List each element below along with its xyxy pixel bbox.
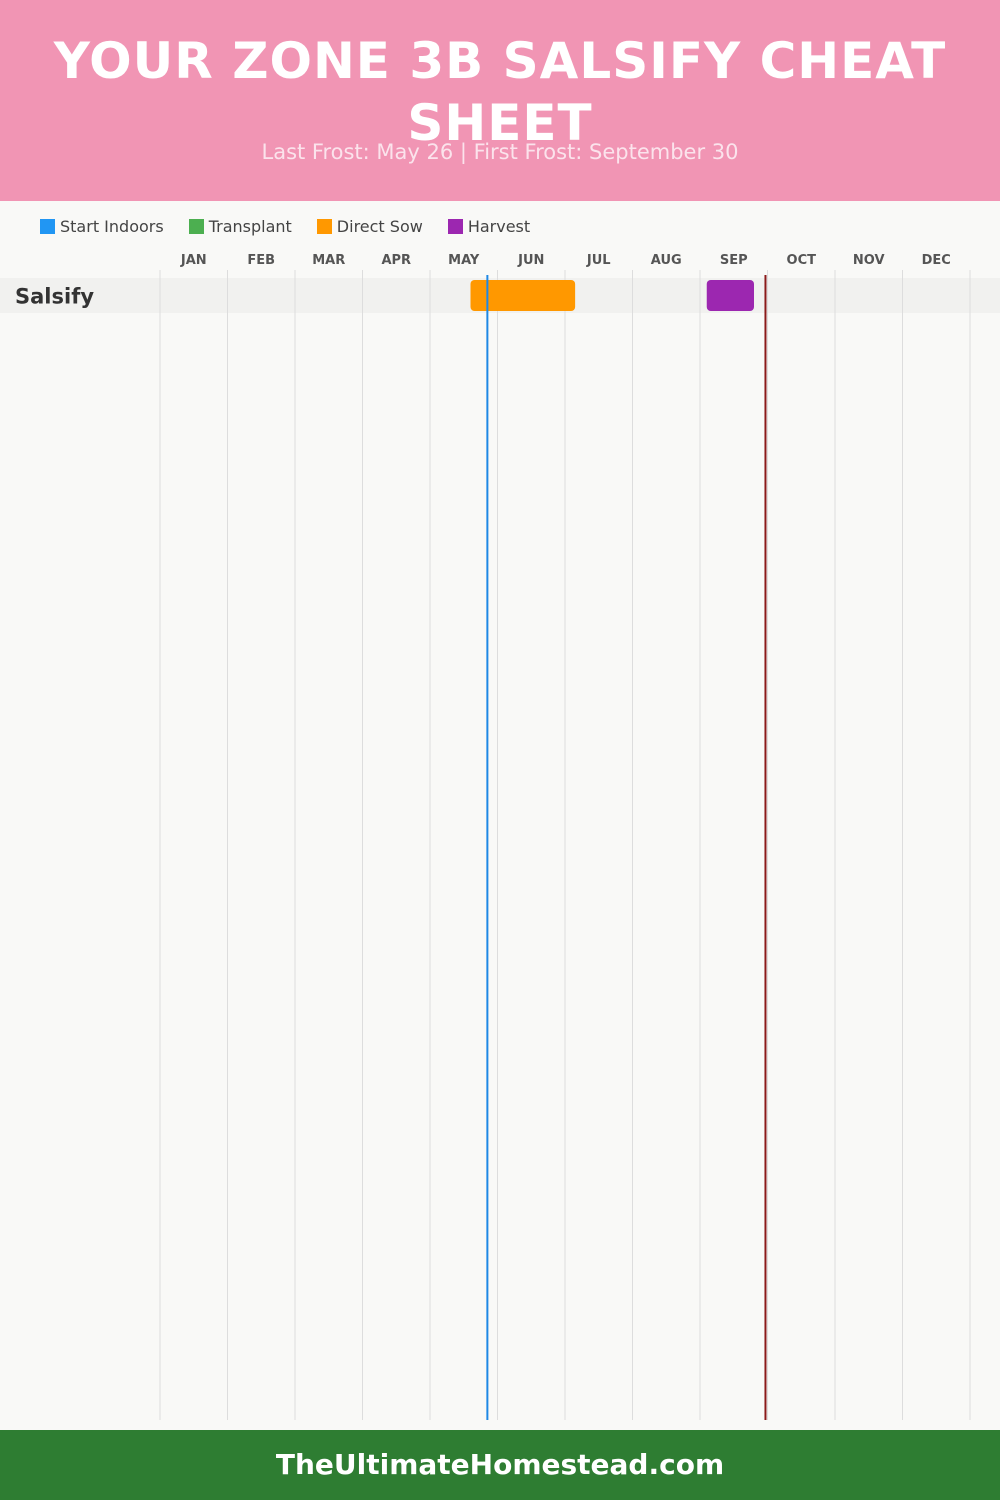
row-label-salsify: Salsify [15,285,94,309]
header-banner: YOUR ZONE 3B SALSIFY CHEAT SHEET Last Fr… [0,0,1000,201]
month-label-oct: OCT [787,253,817,268]
bar-harvest [706,280,754,311]
legend-item-start-indoors: Start Indoors [40,217,164,236]
month-label-nov: NOV [853,253,885,268]
legend-swatch [40,218,55,234]
month-label-feb: FEB [247,253,275,268]
month-label-apr: APR [381,253,411,268]
legend-label: Start Indoors [60,216,164,236]
month-label-mar: MAR [312,253,345,268]
legend-label: Transplant [208,216,292,236]
legend-item-transplant: Transplant [188,216,292,236]
planting-calendar-chart: JAN FEB MAR APR MAY JUN JUL AUG SEP OCT NOV DEC Sals… [15,253,971,1420]
legend: Start Indoors Transplant Direct Sow Harv… [40,214,555,238]
legend-label: Harvest [467,216,531,236]
month-label-aug: AUG [651,253,682,268]
frost-dates-subtitle: Last Frost: May 26 | First Frost: Septem… [261,140,739,164]
month-label-jun: JUN [517,253,544,268]
page-title: YOUR ZONE 3B SALSIFY CHEAT SHEET [53,32,947,152]
legend-item-harvest: Harvest [447,216,531,236]
legend-item-direct-sow: Direct Sow [316,216,423,236]
month-label-sep: SEP [720,253,748,268]
month-label-dec: DEC [922,253,951,268]
legend-swatch [316,218,332,234]
legend-swatch [188,218,204,234]
month-label-may: MAY [448,253,480,268]
legend-label: Direct Sow [336,216,423,236]
bar-direct-sow [470,280,576,311]
month-label-jan: JAN [180,253,207,268]
footer: TheUltimateHomestead.com [0,1430,1000,1500]
footer-website: TheUltimateHomestead.com [275,1448,725,1481]
legend-swatch [447,218,463,234]
month-label-jul: JUL [586,253,611,268]
